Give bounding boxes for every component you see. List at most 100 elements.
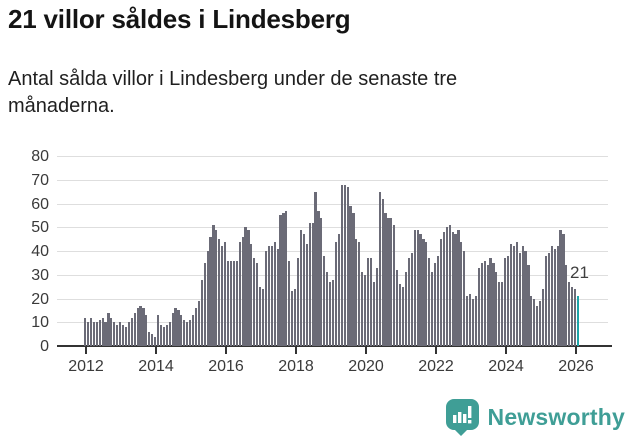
bar [381, 198, 384, 346]
bar [194, 308, 198, 346]
bar [361, 272, 364, 346]
x-axis-tick [85, 347, 87, 354]
bar [521, 246, 524, 346]
bar [116, 324, 119, 346]
bar [305, 243, 308, 346]
bar [226, 260, 230, 346]
bar [340, 184, 343, 346]
bar [212, 224, 215, 346]
bar [393, 224, 396, 346]
gridline-y40 [57, 251, 608, 252]
bar [518, 253, 521, 346]
bar [151, 334, 154, 346]
bar [285, 210, 288, 346]
bar [364, 274, 367, 346]
gridline-y80 [57, 156, 608, 157]
bar [296, 258, 300, 346]
bar [177, 310, 180, 346]
x-axis-tick [505, 347, 507, 354]
bar [320, 217, 323, 346]
bar [469, 293, 472, 346]
bar [401, 286, 405, 346]
bar [259, 286, 262, 346]
y-axis-label: 50 [31, 219, 49, 237]
bar [145, 315, 148, 346]
bar [224, 241, 227, 346]
bar [369, 258, 373, 346]
bar [539, 300, 542, 346]
bar [154, 336, 157, 346]
bar [463, 251, 466, 346]
bar [501, 281, 504, 346]
x-axis-label: 2012 [68, 358, 104, 375]
bar [495, 272, 498, 346]
bar [200, 279, 203, 346]
newsworthy-logo: Newsworthy [445, 398, 625, 436]
bar [390, 217, 393, 346]
bar [282, 213, 285, 346]
bar [127, 322, 130, 346]
bar [124, 327, 128, 346]
y-axis-label: 10 [31, 314, 49, 332]
bar [486, 265, 489, 346]
bar [89, 317, 93, 346]
bar [162, 327, 165, 346]
bar [142, 308, 145, 346]
bar [474, 296, 478, 346]
bar [480, 262, 483, 346]
bar [512, 246, 515, 346]
bar [355, 239, 358, 346]
bar [544, 255, 548, 346]
bar [218, 239, 221, 346]
bar [515, 241, 518, 346]
bar [110, 317, 113, 346]
bar [191, 315, 195, 346]
bar [247, 229, 250, 346]
x-axis-tick [295, 347, 297, 354]
bar [442, 232, 445, 346]
bar [334, 241, 338, 346]
bar [416, 229, 419, 346]
bar [410, 253, 413, 346]
bar [562, 234, 565, 346]
bar [314, 191, 317, 346]
bar [308, 222, 311, 346]
bar [203, 262, 206, 346]
bar [329, 281, 332, 346]
bar [156, 315, 160, 346]
bar [509, 243, 513, 346]
bar [168, 322, 171, 346]
x-axis-tick [225, 347, 227, 354]
x-axis-label: 2018 [278, 358, 314, 375]
bar [384, 213, 387, 346]
bar [270, 246, 273, 346]
bar [183, 319, 186, 346]
bar [541, 289, 545, 346]
bar [267, 246, 270, 346]
bar [399, 284, 402, 346]
bar [189, 319, 192, 346]
bar [253, 258, 256, 346]
x-axis-tick [155, 347, 157, 354]
page-title: 21 villor såldes i Lindesberg [8, 4, 351, 34]
bar [104, 322, 107, 346]
bar [107, 312, 110, 346]
bar [477, 267, 480, 346]
bar [349, 205, 352, 346]
bar [533, 298, 536, 346]
bar [235, 260, 238, 346]
bar [174, 308, 177, 346]
bar [387, 217, 390, 346]
bar [498, 281, 501, 346]
bar [86, 322, 90, 346]
bar [241, 236, 244, 346]
bar [343, 184, 346, 346]
bar [264, 251, 268, 346]
bar [506, 255, 510, 346]
bar [291, 291, 294, 346]
bar [407, 258, 410, 346]
bar [165, 324, 168, 346]
bar [323, 255, 326, 346]
bar [536, 305, 539, 346]
bar [326, 272, 329, 346]
